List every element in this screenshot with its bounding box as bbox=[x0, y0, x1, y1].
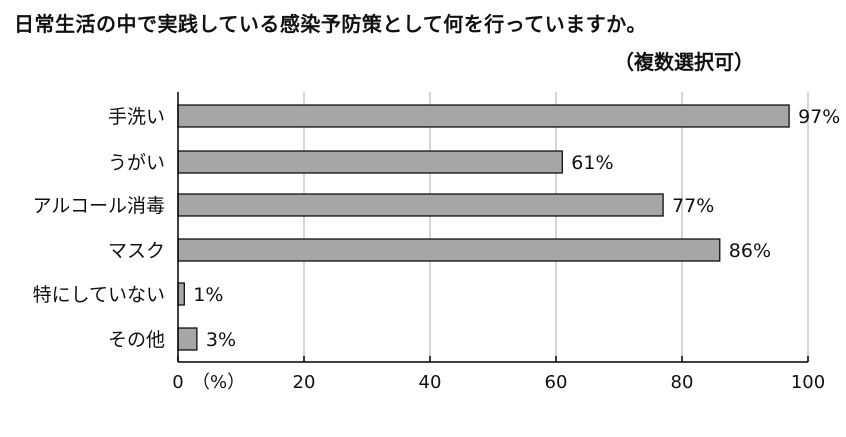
labels: 手洗い 97% うがい 61% アルコール消毒 77% マスク 86% 特にしていない 1% その他… bbox=[33, 106, 841, 351]
category-label: 特にしていない bbox=[33, 284, 165, 306]
bar bbox=[177, 238, 721, 262]
x-tick-label: 100 bbox=[791, 372, 825, 393]
value-label: 1% bbox=[193, 284, 223, 306]
bar bbox=[177, 193, 664, 217]
value-label: 3% bbox=[206, 329, 236, 351]
bar bbox=[177, 150, 563, 174]
value-label: 86% bbox=[729, 240, 771, 262]
category-label: うがい bbox=[108, 152, 165, 174]
value-label: 61% bbox=[571, 152, 613, 174]
x-axis: 0 20 40 60 80 100 （%） bbox=[172, 92, 825, 393]
x-tick-label: 0 bbox=[172, 372, 183, 393]
x-tick-label: 40 bbox=[419, 372, 442, 393]
bar bbox=[177, 327, 198, 351]
bars bbox=[177, 104, 790, 351]
category-label: アルコール消毒 bbox=[33, 195, 165, 217]
bar bbox=[177, 282, 185, 306]
category-label: その他 bbox=[108, 329, 165, 351]
x-unit-label: （%） bbox=[192, 372, 245, 393]
category-label: 手洗い bbox=[108, 106, 165, 128]
category-label: マスク bbox=[108, 240, 165, 262]
bar bbox=[177, 104, 790, 128]
x-tick-label: 20 bbox=[293, 372, 316, 393]
x-tick-label: 60 bbox=[545, 372, 568, 393]
chart-title: 日常生活の中で実践している感染予防策として何を行っていますか。 bbox=[14, 12, 647, 36]
value-label: 97% bbox=[798, 106, 840, 128]
chart-subtitle: （複数選択可） bbox=[614, 50, 754, 74]
value-label: 77% bbox=[672, 195, 714, 217]
gridlines bbox=[303, 92, 809, 362]
x-tick-label: 80 bbox=[671, 372, 694, 393]
